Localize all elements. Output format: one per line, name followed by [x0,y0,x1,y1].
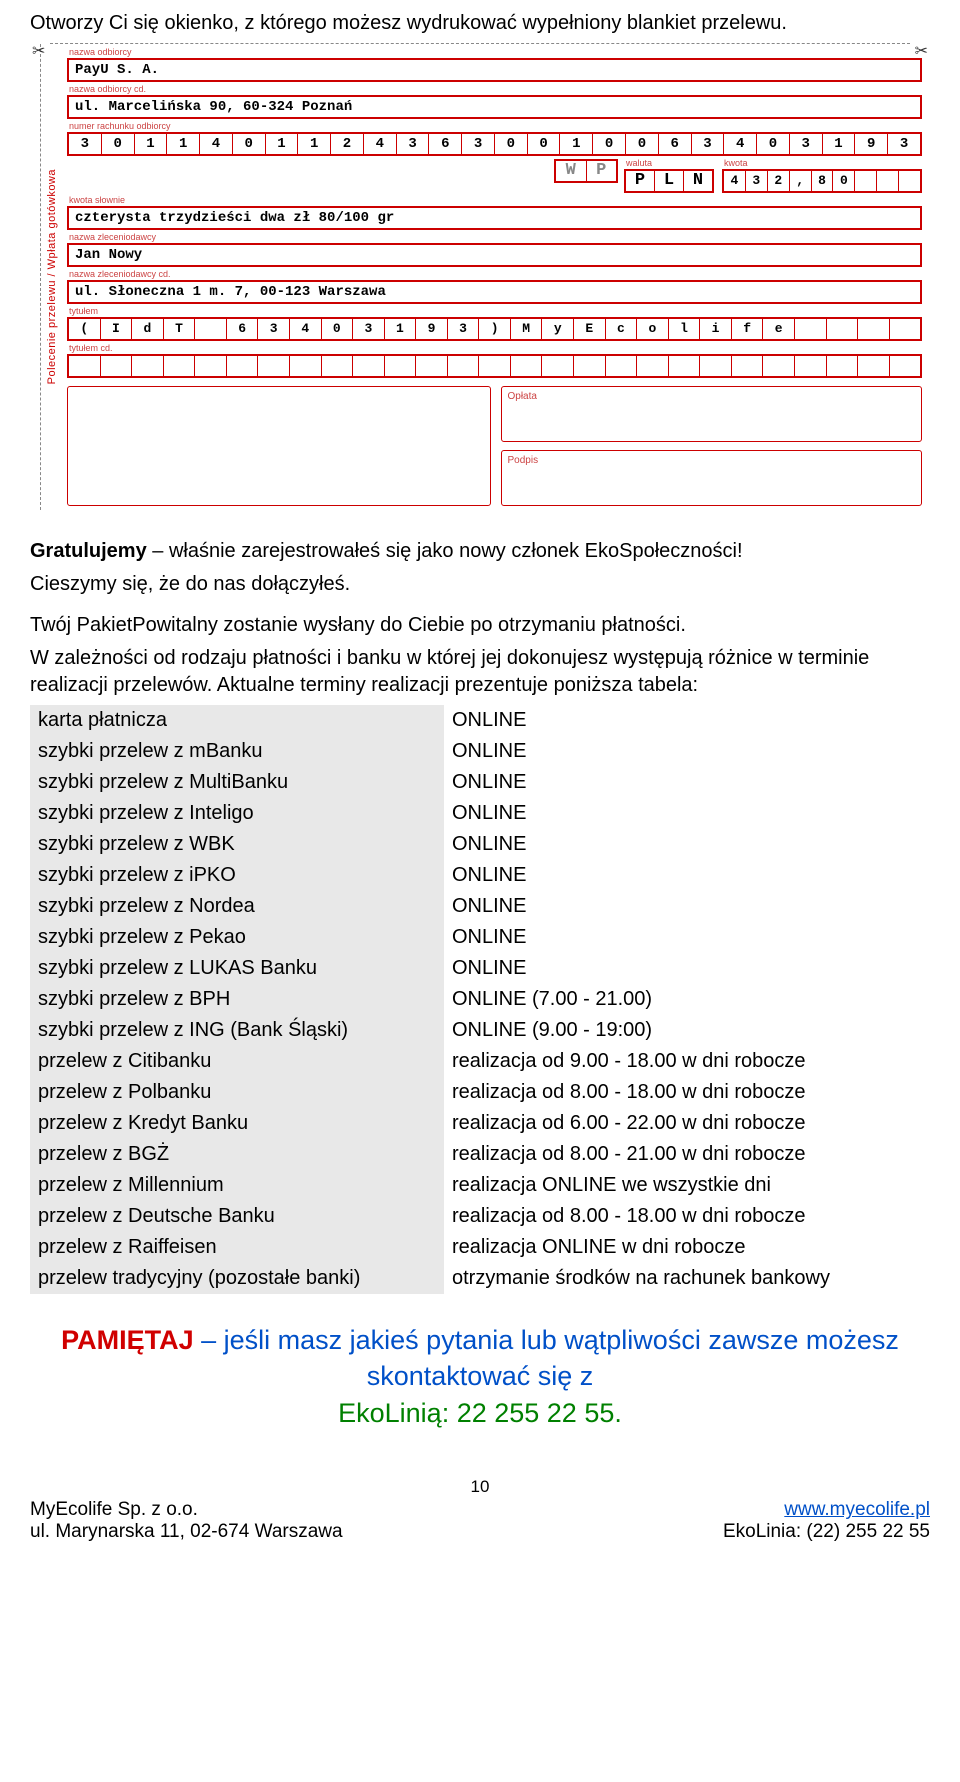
line4: W zależności od rodzaju płatności i bank… [30,645,930,699]
stamp-box [67,386,491,506]
table-row: przelew z Deutsche Bankurealizacja od 8.… [30,1201,930,1232]
fee-box: Opłata [501,386,923,442]
label-kwota: kwota [724,159,922,168]
field-account-number: 30114011243630010063403193 [67,132,922,156]
scissor-icon: ✂ [915,41,928,61]
table-row: przelew z Millenniumrealizacja ONLINE we… [30,1170,930,1201]
field-currency: PLN [624,169,714,193]
label-tytulem-cd: tytułem cd. [69,344,922,353]
table-row: przelew z Raiffeisenrealizacja ONLINE w … [30,1232,930,1263]
table-row: szybki przelew z MultiBankuONLINE [30,767,930,798]
field-odbiorca: PayU S. A. [67,58,922,82]
table-row: szybki przelew z mBankuONLINE [30,736,930,767]
table-row: szybki przelew z ING (Bank Śląski)ONLINE… [30,1015,930,1046]
transfer-form: ✂ ✂ Polecenie przelewu / Wpłata gotówkow… [30,43,930,510]
field-zleceniodawca-cd: ul. Słoneczna 1 m. 7, 00-123 Warszawa [67,280,922,304]
field-tytulem: (IdT 63403193)MyEcolife [67,317,922,341]
field-tytulem-cd [67,354,922,378]
table-row: szybki przelew z LUKAS BankuONLINE [30,953,930,984]
field-kwota-slownie: czterysta trzydzieści dwa zł 80/100 gr [67,206,922,230]
footer-address: ul. Marynarska 11, 02-674 Warszawa [30,1521,343,1542]
table-row: przelew tradycyjny (pozostałe banki)otrz… [30,1263,930,1294]
field-wp: WP [554,159,618,183]
signature-box: Podpis [501,450,923,506]
label-odbiorca: nazwa odbiorcy [69,48,922,57]
table-row: szybki przelew z InteligoONLINE [30,798,930,829]
label-tytulem: tytułem [69,307,922,316]
field-zleceniodawca: Jan Nowy [67,243,922,267]
label-kwota-slownie: kwota słownie [69,196,922,205]
label-waluta: waluta [626,159,714,168]
table-row: przelew z Citibankurealizacja od 9.00 - … [30,1046,930,1077]
table-row: szybki przelew z NordeaONLINE [30,891,930,922]
table-row: szybki przelew z BPHONLINE (7.00 - 21.00… [30,984,930,1015]
line3: Twój PakietPowitalny zostanie wysłany do… [30,612,930,639]
label-rachunek: numer rachunku odbiorcy [69,122,922,131]
payment-timing-table: karta płatniczaONLINEszybki przelew z mB… [30,705,930,1294]
footer-link[interactable]: www.myecolife.pl [784,1499,930,1520]
label-zleceniodawca-cd: nazwa zleceniodawcy cd. [69,270,922,279]
table-row: przelew z Kredyt Bankurealizacja od 6.00… [30,1108,930,1139]
table-row: przelew z BGŻrealizacja od 8.00 - 21.00 … [30,1139,930,1170]
page-footer: MyEcolife Sp. z o.o. ul. Marynarska 11, … [30,1499,930,1543]
footer-company: MyEcolife Sp. z o.o. [30,1499,198,1520]
footer-phone: EkoLinia: (22) 255 22 55 [723,1521,930,1542]
page-number: 10 [30,1477,930,1497]
intro-text: Otworzy Ci się okienko, z którego możesz… [30,12,930,35]
form-side-label: Polecenie przelewu / Wpłata gotówkowa [41,44,63,510]
table-row: szybki przelew z WBKONLINE [30,829,930,860]
field-odbiorca-cd: ul. Marcelińska 90, 60-324 Poznań [67,95,922,119]
scissor-icon: ✂ [32,41,45,61]
label-odbiorca-cd: nazwa odbiorcy cd. [69,85,922,94]
congrats-line: Gratulujemy – właśnie zarejestrowałeś si… [30,538,930,565]
table-row: szybki przelew z PekaoONLINE [30,922,930,953]
field-amount: 432,80 [722,169,922,193]
table-row: przelew z Polbankurealizacja od 8.00 - 1… [30,1077,930,1108]
table-row: karta płatniczaONLINE [30,705,930,736]
label-zleceniodawca: nazwa zleceniodawcy [69,233,922,242]
table-row: szybki przelew z iPKOONLINE [30,860,930,891]
remember-callout: PAMIĘTAJ – jeśli masz jakieś pytania lub… [50,1322,910,1431]
line2: Cieszymy się, że do nas dołączyłeś. [30,571,930,598]
